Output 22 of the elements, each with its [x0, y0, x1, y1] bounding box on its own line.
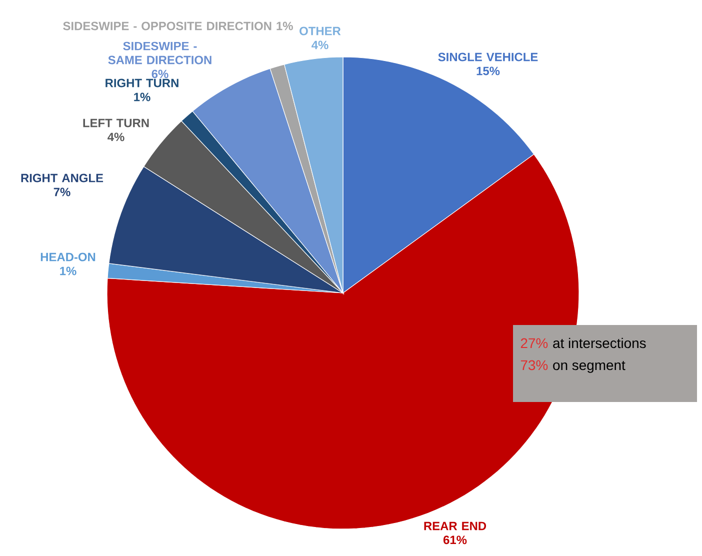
slice-label: SIDESWIPE - OPPOSITE DIRECTION	[63, 22, 272, 30]
slice-label: OTHER	[300, 26, 341, 36]
data-label: 4%	[312, 40, 328, 50]
slice-label: RIGHT TURN	[106, 78, 178, 88]
slice-label: SIDESWIPE - SAME DIRECTION	[108, 42, 212, 64]
slice-label: SINGLE VEHICLE	[438, 52, 538, 62]
data-label: 1%	[276, 22, 293, 30]
slice-label: LEFT TURN	[83, 118, 149, 128]
text: on segment	[553, 360, 626, 373]
slice-label: RIGHT ANGLE	[21, 174, 104, 182]
text: 73%	[520, 360, 548, 370]
text: at intersections	[553, 338, 646, 348]
data-label: 15%	[476, 66, 500, 76]
text: 27%	[520, 338, 548, 348]
data-label: 7%	[54, 188, 70, 196]
data-label: 1%	[134, 92, 150, 102]
data-label: 6%	[152, 70, 168, 78]
data-label: 61%	[443, 536, 467, 544]
slice-label: HEAD-ON	[40, 252, 96, 262]
slice-label: REAR END	[424, 522, 486, 530]
data-label: 4%	[108, 132, 124, 142]
data-label: 1%	[60, 266, 76, 276]
